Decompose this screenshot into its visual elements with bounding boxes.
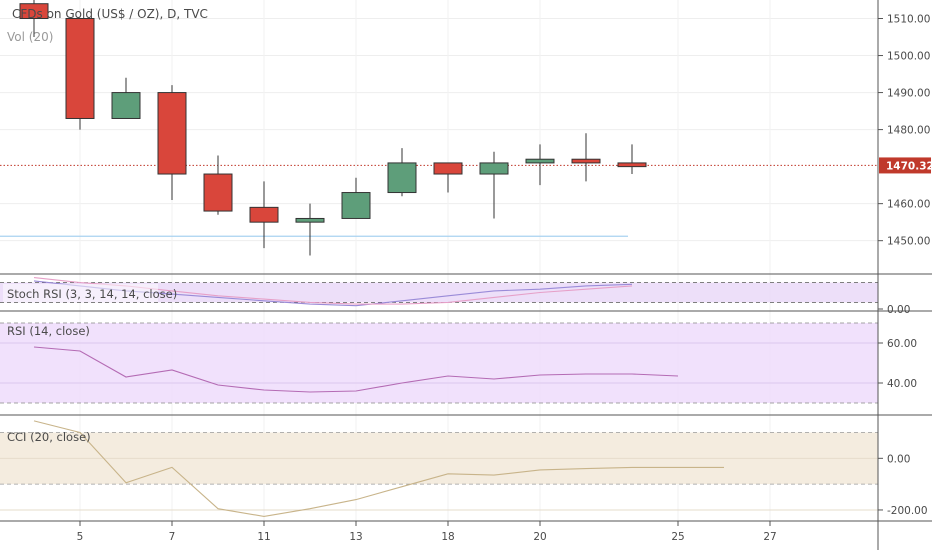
rsi-pane[interactable]: RSI (14, close) (0, 322, 878, 404)
price-tick-label: 1490.00 (887, 88, 930, 100)
time-tick-label: 20 (533, 531, 546, 543)
candle[interactable] (479, 151, 509, 219)
candle[interactable] (617, 144, 647, 175)
stoch-rsi-pane[interactable]: Stoch RSI (3, 3, 14, 14, close) (0, 277, 878, 307)
candle[interactable] (295, 203, 325, 256)
candle[interactable] (249, 181, 279, 249)
stoch-rsi-label: Stoch RSI (3, 3, 14, 14, close) (7, 287, 177, 301)
price-tick-label: 1500.00 (887, 51, 930, 63)
candle[interactable] (203, 155, 233, 215)
candle[interactable] (65, 18, 95, 130)
time-tick-label: 18 (441, 531, 454, 543)
time-tick-label: 13 (349, 531, 362, 543)
price-tick-label: 1480.00 (887, 125, 930, 137)
candle[interactable] (111, 77, 141, 119)
cci-gridlines (0, 457, 878, 511)
indicator-axes[interactable]: 0.00 60.00 40.00 0.00 -200.00 (878, 304, 928, 517)
candle[interactable] (433, 162, 463, 193)
rsi-line (33, 346, 679, 393)
time-tick-label: 11 (257, 531, 270, 543)
rsi-gridlines (0, 342, 878, 384)
indicator-tick-label: 60.00 (887, 338, 917, 350)
current-price-badge: 1470.32 (879, 157, 932, 174)
time-tick-label: 7 (169, 531, 176, 543)
rsi-label: RSI (14, close) (7, 324, 90, 338)
price-tick-label: 1510.00 (887, 14, 930, 26)
rsi-band (0, 323, 878, 403)
candles (19, 0, 647, 256)
indicator-tick-label: 0.00 (887, 453, 910, 465)
indicator-tick-label: 40.00 (887, 378, 917, 390)
volume-label: Vol (20) (7, 30, 53, 44)
stoch-label-bg (3, 284, 158, 302)
time-tick-label: 25 (671, 531, 684, 543)
time-tick-label: 5 (77, 531, 84, 543)
indicator-tick-label: 0.00 (887, 304, 910, 316)
candle[interactable] (157, 85, 187, 200)
cci-line (33, 420, 724, 517)
candle[interactable] (571, 133, 601, 182)
candle[interactable] (19, 0, 49, 38)
price-tick-label: 1450.00 (887, 236, 930, 248)
time-axis[interactable]: 5 7 11 13 18 20 25 27 (77, 521, 777, 543)
candle[interactable] (525, 144, 555, 186)
candle[interactable] (341, 177, 371, 219)
cci-label: CCI (20, close) (7, 430, 91, 444)
chart-title: CFDs on Gold (US$ / OZ), D, TVC (12, 7, 208, 21)
candle[interactable] (387, 148, 417, 197)
current-price-label: 1470.32 (886, 160, 932, 172)
indicator-tick-label: -200.00 (887, 505, 928, 517)
cci-pane[interactable]: CCI (20, close) (0, 420, 878, 517)
price-tick-label: 1460.00 (887, 199, 930, 211)
time-tick-label: 27 (763, 531, 776, 543)
price-axis[interactable]: 1510.00 1500.00 1490.00 1480.00 1460.00 1450.… (878, 14, 930, 248)
